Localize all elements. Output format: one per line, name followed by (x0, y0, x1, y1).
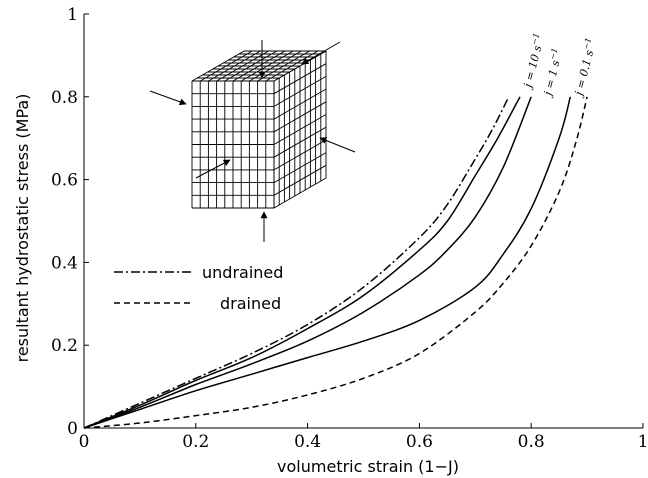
y-tick-label: 0.4 (51, 253, 78, 273)
compression-arrow (149, 90, 187, 106)
mesh-line (240, 50, 294, 82)
axes: 0 0.2 0.4 0.6 0.8 1 0 0.2 0.4 0.6 0.8 1 (51, 5, 648, 452)
y-axis-label: resultant hydrostatic stress (MPa) (13, 94, 32, 363)
legend-label-drained: drained (220, 294, 281, 313)
y-tick-label: 0.8 (51, 88, 78, 108)
cube-mesh-inset (149, 40, 356, 242)
compression-arrow (319, 137, 356, 153)
mesh-line (273, 177, 327, 209)
mesh-line (249, 50, 302, 82)
mesh-line (273, 126, 327, 158)
mesh-line (273, 152, 327, 183)
x-axis-label: volumetric strain (1−J) (277, 457, 459, 476)
y-tick-label: 0 (67, 419, 78, 439)
x-tick-label: 0.4 (294, 432, 321, 452)
rate-labels: j = 10 s−1 j = 1 s−1 j = 0.1 s−1 (519, 32, 599, 100)
series-line-0 (83, 96, 510, 429)
x-tick-label: 0.6 (406, 432, 433, 452)
rate-label-0-1: j = 0.1 s−1 (570, 37, 599, 100)
x-tick-label: 1 (638, 432, 648, 452)
series-line-1 (83, 96, 521, 429)
x-tick-label: 0.2 (182, 432, 209, 452)
mesh-line (265, 50, 319, 82)
rate-label-1: j = 1 s−1 (539, 47, 566, 100)
mesh-line (273, 139, 327, 171)
mesh-line (273, 164, 327, 196)
y-tick-label: 0.6 (51, 171, 78, 191)
legend-label-undrained: undrained (202, 263, 283, 282)
series-group (83, 96, 588, 429)
x-tick-label: 0 (79, 432, 90, 452)
y-tick-label: 0.2 (51, 336, 78, 356)
legend: undrained drained (114, 263, 283, 313)
series-line-4 (83, 96, 588, 429)
rate-label-10: j = 10 s−1 (519, 32, 547, 91)
mesh-line (273, 114, 327, 145)
compression-arrow (301, 41, 341, 65)
series-line-3 (83, 96, 572, 429)
x-tick-label: 0.8 (518, 432, 545, 452)
y-tick-label: 1 (67, 5, 78, 25)
compression-arrow (195, 159, 231, 179)
mesh-line (257, 50, 310, 82)
series-line-2 (83, 96, 532, 429)
